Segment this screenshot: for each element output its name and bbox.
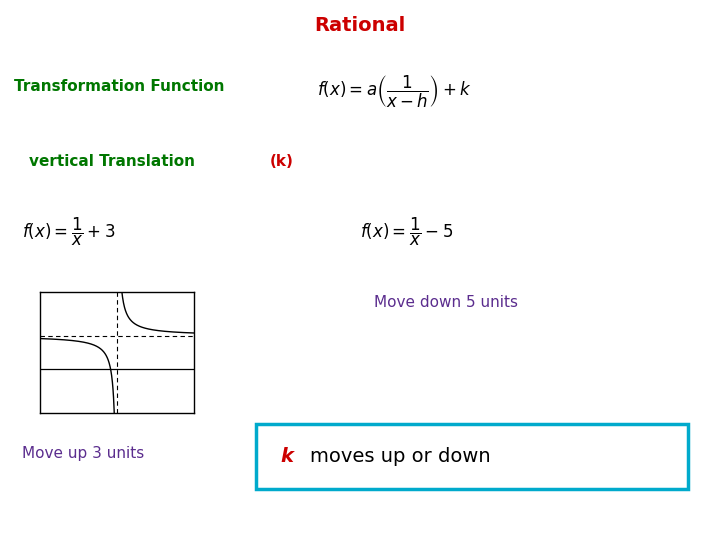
FancyBboxPatch shape <box>256 424 688 489</box>
Text: $f(x)=\dfrac{1}{x}-5$: $f(x)=\dfrac{1}{x}-5$ <box>360 216 453 248</box>
Text: moves up or down: moves up or down <box>310 447 490 466</box>
Text: $f(x) = a\left(\dfrac{1}{x-h}\right)+k$: $f(x) = a\left(\dfrac{1}{x-h}\right)+k$ <box>317 73 472 110</box>
Text: Move down 5 units: Move down 5 units <box>374 295 518 310</box>
Text: k: k <box>281 447 294 466</box>
Text: $f(x)=\dfrac{1}{x}+3$: $f(x)=\dfrac{1}{x}+3$ <box>22 216 115 248</box>
Text: Rational: Rational <box>315 16 405 35</box>
Text: Move up 3 units: Move up 3 units <box>22 446 144 461</box>
Text: Transformation Function: Transformation Function <box>14 79 225 94</box>
Text: (k): (k) <box>270 154 294 170</box>
Text: vertical Translation: vertical Translation <box>29 154 195 170</box>
